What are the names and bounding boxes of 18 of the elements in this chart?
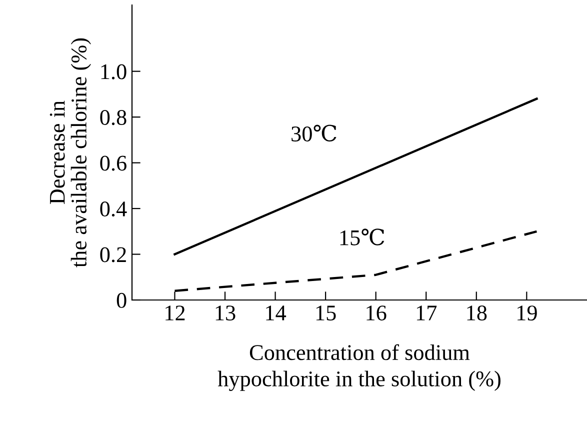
y-tick-label: 0.8 bbox=[100, 110, 126, 126]
y-tick-label: 0.6 bbox=[100, 156, 126, 171]
series-label: 30℃ bbox=[292, 124, 336, 142]
x-tick-label: 19 bbox=[518, 306, 537, 320]
y-tick-label: 0 bbox=[116, 292, 126, 308]
x-tick-label: 14 bbox=[266, 306, 286, 320]
x-tick-label: 13 bbox=[216, 306, 236, 320]
x-tick-label: 18 bbox=[467, 306, 487, 320]
series-label: 15℃ bbox=[340, 228, 384, 246]
x-tick-label: 12 bbox=[166, 306, 185, 320]
x-tick-label: 16 bbox=[366, 306, 386, 320]
y-tick-label: 1.0 bbox=[101, 64, 126, 80]
y-tick-label: 0.2 bbox=[100, 247, 126, 262]
x-tick-label: 17 bbox=[416, 306, 437, 320]
y-tick-label: 0.4 bbox=[100, 201, 127, 217]
x-axis-title: Concentration of sodium hypochlorite in the solution (%) bbox=[218, 344, 500, 391]
x-tick-label: 15 bbox=[316, 306, 336, 320]
y-axis-title: Decrease in the available chlorine (%) bbox=[50, 38, 92, 268]
